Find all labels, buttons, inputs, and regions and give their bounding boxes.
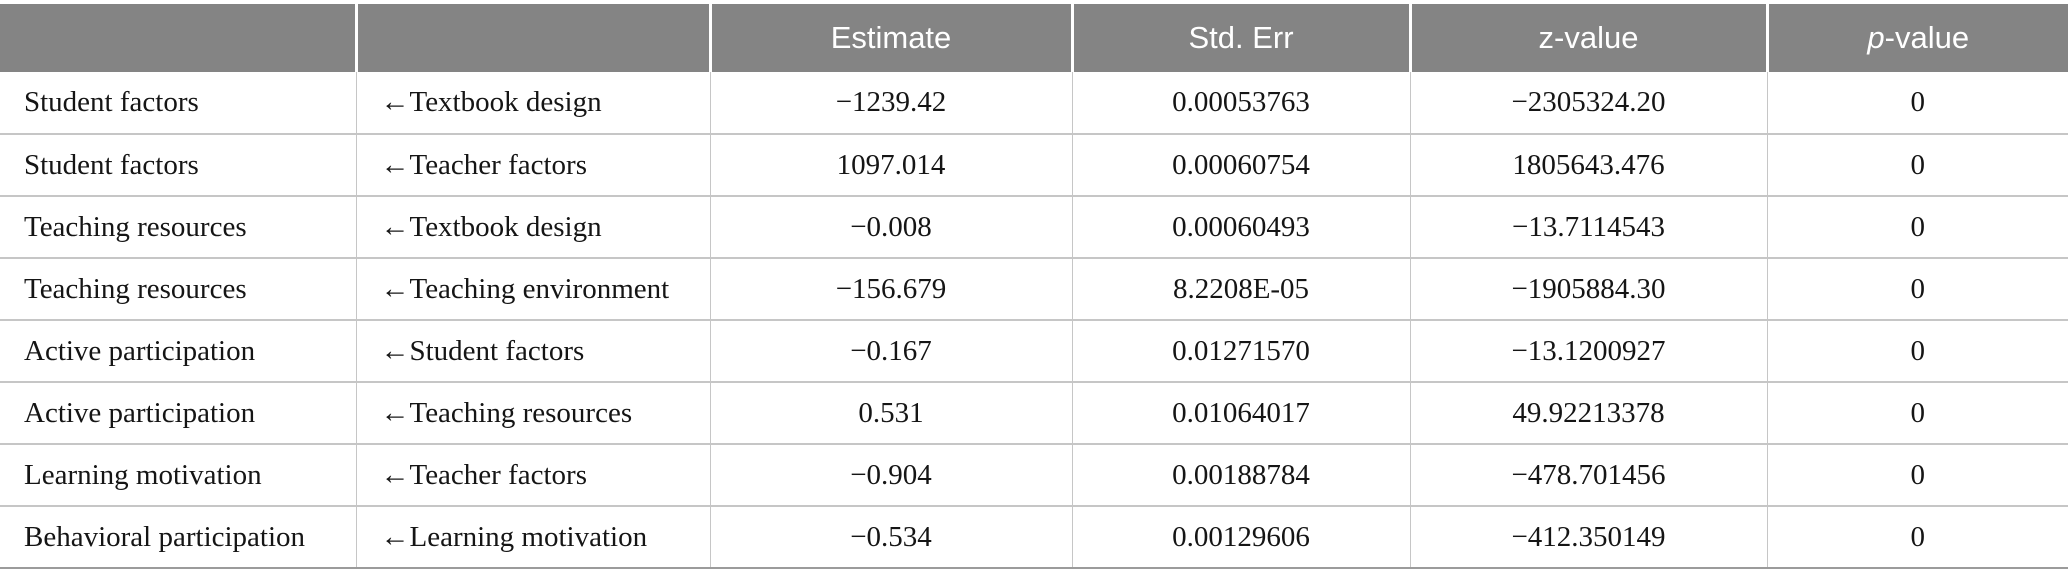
- cell-estimate: −0.008: [709, 195, 1073, 259]
- table-row: Behavioral participation ←Learning motiv…: [0, 505, 2068, 569]
- cell-outcome: Teaching resources: [0, 195, 357, 259]
- cell-estimate: −0.904: [709, 443, 1073, 507]
- cell-predictor: ←Teacher factors: [355, 133, 711, 197]
- cell-outcome: Teaching resources: [0, 257, 357, 321]
- cell-z-value: −13.7114543: [1409, 195, 1768, 259]
- header-outcome: [0, 4, 356, 72]
- cell-p-value: 0: [1766, 72, 2068, 135]
- cell-p-value: 0: [1766, 443, 2068, 507]
- cell-z-value: −2305324.20: [1409, 72, 1768, 135]
- cell-outcome: Student factors: [0, 72, 357, 135]
- header-z-value: z-value: [1408, 4, 1767, 72]
- cell-z-value: −412.350149: [1409, 505, 1768, 569]
- cell-predictor: ←Teaching resources: [355, 381, 711, 445]
- cell-z-value: −1905884.30: [1409, 257, 1768, 321]
- table-row: Learning motivation ←Teacher factors −0.…: [0, 443, 2068, 507]
- cell-predictor: ←Textbook design: [355, 72, 711, 135]
- cell-predictor: ←Textbook design: [355, 195, 711, 259]
- cell-p-value: 0: [1766, 133, 2068, 197]
- header-p-value-rest: -value: [1884, 20, 1970, 55]
- cell-p-value: 0: [1766, 381, 2068, 445]
- cell-estimate: 0.531: [709, 381, 1073, 445]
- cell-estimate: −1239.42: [709, 72, 1073, 135]
- cell-p-value: 0: [1766, 505, 2068, 569]
- cell-outcome: Learning motivation: [0, 443, 357, 507]
- cell-predictor: ←Teacher factors: [355, 443, 711, 507]
- cell-std-err: 0.00129606: [1071, 505, 1411, 569]
- cell-std-err: 0.00060493: [1071, 195, 1411, 259]
- cell-std-err: 0.00053763: [1071, 72, 1411, 135]
- cell-p-value: 0: [1766, 319, 2068, 383]
- cell-estimate: −156.679: [709, 257, 1073, 321]
- header-row: Estimate Std. Err z-value p-value: [0, 4, 2068, 72]
- header-p-value: p-value: [1765, 4, 2068, 72]
- header-estimate: Estimate: [708, 4, 1072, 72]
- header-predictor: [354, 4, 710, 72]
- results-table-container: Estimate Std. Err z-value p-value Studen…: [0, 4, 2068, 569]
- cell-std-err: 0.00060754: [1071, 133, 1411, 197]
- cell-std-err: 0.00188784: [1071, 443, 1411, 507]
- cell-std-err: 8.2208E-05: [1071, 257, 1411, 321]
- cell-outcome: Active participation: [0, 381, 357, 445]
- cell-outcome: Student factors: [0, 133, 357, 197]
- table-body: Student factors ←Textbook design −1239.4…: [0, 72, 2068, 569]
- cell-p-value: 0: [1766, 257, 2068, 321]
- cell-z-value: 1805643.476: [1409, 133, 1768, 197]
- cell-predictor: ←Teaching environment: [355, 257, 711, 321]
- cell-p-value: 0: [1766, 195, 2068, 259]
- cell-outcome: Behavioral participation: [0, 505, 357, 569]
- table-row: Student factors ←Teacher factors 1097.01…: [0, 133, 2068, 197]
- cell-estimate: −0.167: [709, 319, 1073, 383]
- cell-z-value: −478.701456: [1409, 443, 1768, 507]
- table-row: Active participation ←Teaching resources…: [0, 381, 2068, 445]
- table-header: Estimate Std. Err z-value p-value: [0, 4, 2068, 72]
- sem-path-results-table: Estimate Std. Err z-value p-value Studen…: [0, 4, 2068, 569]
- table-row: Active participation ←Student factors −0…: [0, 319, 2068, 383]
- cell-estimate: −0.534: [709, 505, 1073, 569]
- table-row: Teaching resources ←Teaching environment…: [0, 257, 2068, 321]
- cell-predictor: ←Learning motivation: [355, 505, 711, 569]
- table-row: Teaching resources ←Textbook design −0.0…: [0, 195, 2068, 259]
- table-row: Student factors ←Textbook design −1239.4…: [0, 72, 2068, 135]
- cell-outcome: Active participation: [0, 319, 357, 383]
- header-p-value-italic: p: [1867, 20, 1885, 55]
- cell-std-err: 0.01064017: [1071, 381, 1411, 445]
- cell-z-value: −13.1200927: [1409, 319, 1768, 383]
- header-std-err: Std. Err: [1070, 4, 1410, 72]
- cell-std-err: 0.01271570: [1071, 319, 1411, 383]
- cell-estimate: 1097.014: [709, 133, 1073, 197]
- cell-z-value: 49.92213378: [1409, 381, 1768, 445]
- cell-predictor: ←Student factors: [355, 319, 711, 383]
